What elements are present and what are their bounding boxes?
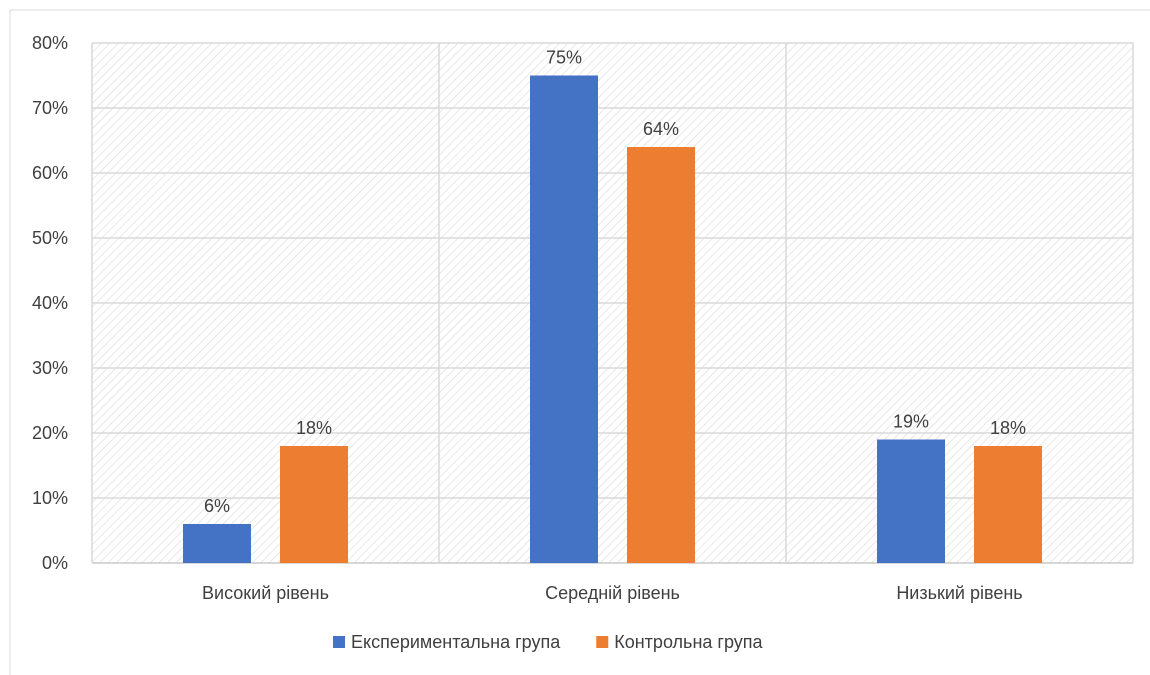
category-label: Низький рівень (896, 583, 1022, 603)
bar-control (280, 446, 348, 563)
y-tick-label: 50% (32, 228, 68, 248)
y-tick-label: 0% (42, 553, 68, 573)
bar-experimental (530, 75, 598, 563)
y-tick-label: 20% (32, 423, 68, 443)
bar-experimental (183, 524, 251, 563)
category-label: Високий рівень (202, 583, 329, 603)
legend-label: Експериментальна група (351, 632, 561, 652)
y-tick-label: 70% (32, 98, 68, 118)
data-label: 75% (546, 48, 582, 68)
bar-control (974, 446, 1042, 563)
legend-swatch-experimental (333, 636, 345, 648)
data-label: 6% (204, 496, 230, 516)
data-label: 64% (643, 119, 679, 139)
bar-experimental (877, 439, 945, 563)
category-label: Середній рівень (545, 583, 680, 603)
legend-swatch-control (596, 636, 609, 648)
data-label: 18% (990, 418, 1026, 438)
y-tick-label: 80% (32, 33, 68, 53)
data-label: 19% (893, 412, 929, 432)
y-tick-label: 60% (32, 163, 68, 183)
bar-control (627, 147, 695, 563)
y-tick-label: 10% (32, 488, 68, 508)
y-tick-label: 40% (32, 293, 68, 313)
data-label: 18% (296, 418, 332, 438)
y-tick-label: 30% (32, 358, 68, 378)
legend-label: Контрольна група (614, 632, 763, 652)
